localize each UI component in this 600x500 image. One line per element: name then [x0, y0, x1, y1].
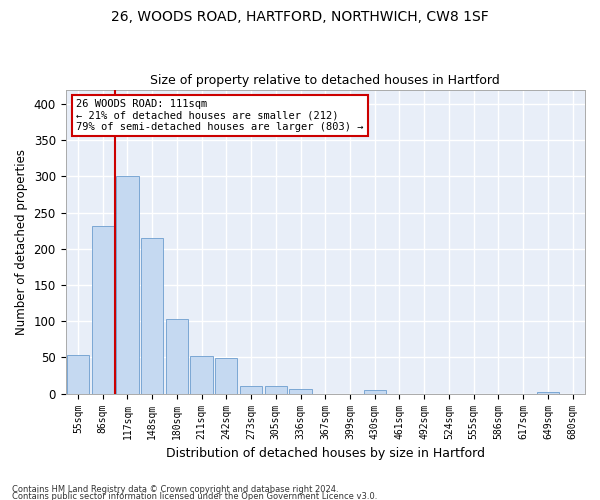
- Y-axis label: Number of detached properties: Number of detached properties: [15, 148, 28, 334]
- Text: Contains HM Land Registry data © Crown copyright and database right 2024.: Contains HM Land Registry data © Crown c…: [12, 486, 338, 494]
- Bar: [166, 319, 188, 394]
- Title: Size of property relative to detached houses in Hartford: Size of property relative to detached ho…: [151, 74, 500, 87]
- Text: Contains public sector information licensed under the Open Government Licence v3: Contains public sector information licen…: [12, 492, 377, 500]
- Bar: [289, 390, 311, 394]
- Bar: [92, 226, 114, 394]
- X-axis label: Distribution of detached houses by size in Hartford: Distribution of detached houses by size …: [166, 447, 485, 460]
- Bar: [116, 176, 139, 394]
- Text: 26, WOODS ROAD, HARTFORD, NORTHWICH, CW8 1SF: 26, WOODS ROAD, HARTFORD, NORTHWICH, CW8…: [111, 10, 489, 24]
- Bar: [364, 390, 386, 394]
- Bar: [190, 356, 213, 394]
- Bar: [141, 238, 163, 394]
- Text: 26 WOODS ROAD: 111sqm
← 21% of detached houses are smaller (212)
79% of semi-det: 26 WOODS ROAD: 111sqm ← 21% of detached …: [76, 98, 364, 132]
- Bar: [240, 386, 262, 394]
- Bar: [537, 392, 559, 394]
- Bar: [67, 356, 89, 394]
- Bar: [215, 358, 238, 394]
- Bar: [265, 386, 287, 394]
